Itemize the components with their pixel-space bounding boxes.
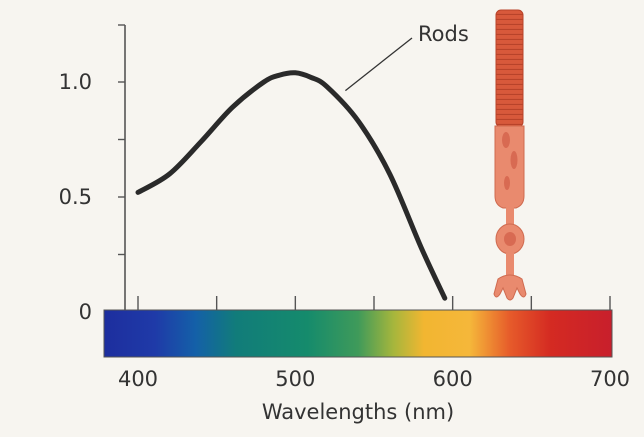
y-tick-label: 1.0 — [59, 70, 92, 94]
y-tick-labels: 0 0.5 1.0 — [59, 70, 92, 324]
x-tick-label: 500 — [275, 367, 315, 391]
rods-sensitivity-curve — [135, 70, 448, 301]
x-ticks — [137, 296, 611, 310]
rods-annotation-label: Rods — [418, 22, 469, 46]
y-tick-label: 0.5 — [59, 185, 92, 209]
spectrum-bar — [103, 309, 613, 358]
y-ticks — [118, 24, 125, 313]
rods-annotation-leader — [344, 37, 413, 92]
x-tick-label: 700 — [590, 367, 630, 391]
x-tick-labels: 400 500 600 700 — [118, 367, 630, 391]
x-tick-label: 600 — [433, 367, 473, 391]
x-tick-label: 400 — [118, 367, 158, 391]
rod-cell-illustration — [493, 9, 527, 301]
y-tick-label: 0 — [79, 300, 92, 324]
x-axis-title: Wavelengths (nm) — [262, 400, 454, 424]
